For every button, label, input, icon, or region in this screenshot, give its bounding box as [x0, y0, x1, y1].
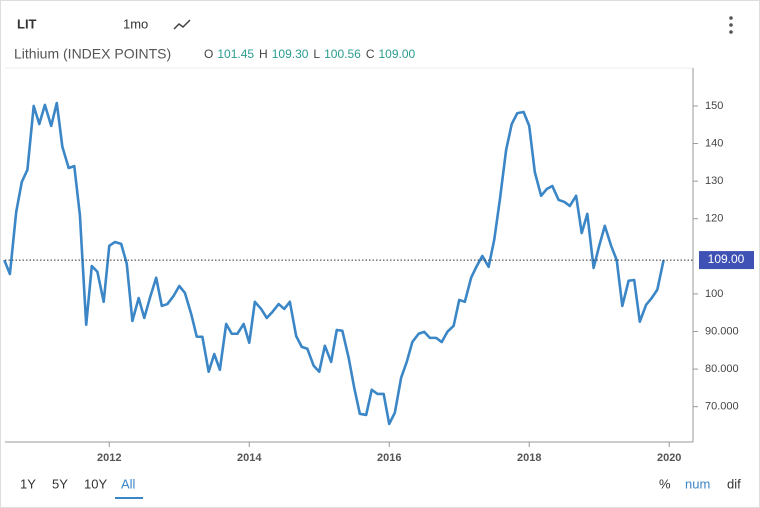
- x-tick-label: 2018: [517, 452, 541, 464]
- x-tick-label: 2020: [657, 452, 681, 464]
- mode-button[interactable]: dif: [727, 476, 741, 491]
- x-tick-label: 2016: [377, 452, 401, 464]
- range-button[interactable]: 10Y: [84, 476, 107, 491]
- x-tick-label: 2014: [237, 452, 262, 464]
- range-button[interactable]: 1Y: [20, 476, 36, 491]
- range-button[interactable]: 5Y: [52, 476, 68, 491]
- range-button[interactable]: All: [121, 476, 136, 491]
- price-line: [3, 101, 665, 426]
- y-tick-label: 140: [705, 137, 723, 149]
- ohlc-key: H: [259, 47, 268, 61]
- ohlc-value: 101.45: [217, 47, 254, 61]
- y-tick-label: 150: [705, 100, 723, 112]
- y-tick-label: 120: [705, 213, 723, 225]
- y-tick-label: 100: [705, 288, 723, 300]
- ohlc-value: 100.56: [324, 47, 361, 61]
- y-tick-label: 70.000: [705, 401, 739, 413]
- mode-button[interactable]: num: [685, 476, 710, 491]
- menu-icon[interactable]: [729, 16, 733, 34]
- symbol[interactable]: LIT: [17, 16, 37, 31]
- ohlc-key: C: [366, 47, 375, 61]
- ohlc-key: L: [313, 47, 320, 61]
- last-price-tag: [699, 251, 754, 270]
- y-tick-label: 90.000: [705, 325, 739, 337]
- last-price-label: 109.00: [708, 252, 745, 266]
- ohlc-key: O: [204, 47, 213, 61]
- footer: 1Y 5Y 10Y All% num dif: [20, 476, 741, 499]
- y-tick-label: 80.000: [705, 363, 739, 375]
- mode-button[interactable]: %: [659, 476, 671, 491]
- chart-title: Lithium (INDEX POINTS): [14, 46, 171, 62]
- y-tick-label: 130: [705, 175, 723, 187]
- ohlc-value: 109.00: [378, 47, 415, 61]
- ohlc-value: 109.30: [272, 47, 309, 61]
- ohlc: O 101.45 H 109.30 L 100.56 C 109.00: [204, 47, 416, 61]
- interval[interactable]: 1mo: [123, 16, 148, 31]
- chart-type-icon[interactable]: [173, 19, 191, 30]
- x-tick-label: 2012: [97, 452, 121, 464]
